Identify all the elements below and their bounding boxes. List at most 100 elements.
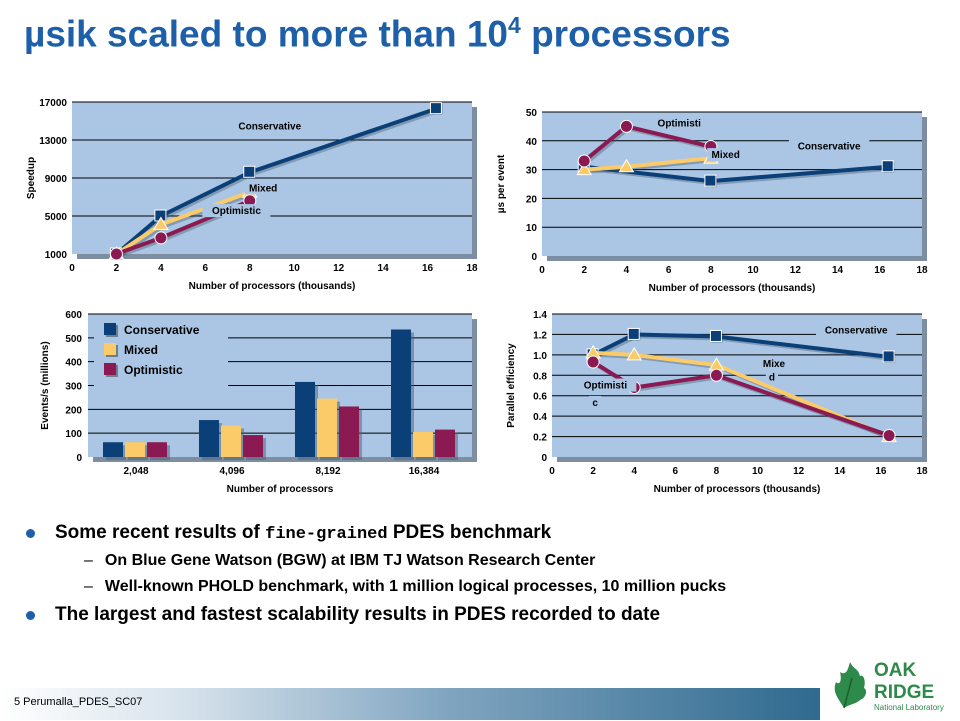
sub-bullet-item: – On Blue Gene Watson (BGW) at IBM TJ Wat… xyxy=(84,552,942,570)
y-tick-label: 50 xyxy=(526,108,538,119)
legend-label: Conservative xyxy=(124,323,200,337)
series-label: Conservative xyxy=(238,122,301,133)
y-tick-label: 40 xyxy=(526,137,538,148)
x-tick-label: 4 xyxy=(158,263,164,274)
footer-text: 5 Perumalla_PDES_SC07 xyxy=(14,696,143,708)
x-tick-label: 0 xyxy=(539,265,545,276)
data-point xyxy=(577,154,591,168)
x-tick-label: 8,192 xyxy=(315,466,340,477)
x-tick-label: 10 xyxy=(289,263,301,274)
x-tick-label: 2,048 xyxy=(123,466,148,477)
x-tick-label: 18 xyxy=(916,265,928,276)
label-bg xyxy=(788,139,870,153)
y-tick-label: 200 xyxy=(65,405,82,416)
data-point xyxy=(709,368,723,382)
label-bg xyxy=(202,204,271,218)
parallel-efficiency-chart: 0 0.2 0.4 0.6 0.8 1.0 1.2 1.4 0 2 4 6 8 10 12 14 16 18 Num… xyxy=(506,310,928,495)
x-tick-label: 2 xyxy=(581,265,587,276)
x-tick-label: 6 xyxy=(673,466,679,477)
bullet-text: The largest and fastest scalability resu… xyxy=(55,604,661,625)
y-tick-label: 0.4 xyxy=(533,412,547,423)
sub-bullet-text: Well-known PHOLD benchmark, with 1 milli… xyxy=(104,578,727,595)
data-point xyxy=(153,216,169,231)
y-tick-label: 1.4 xyxy=(533,310,547,321)
label-bg xyxy=(765,370,779,384)
x-tick-label: 14 xyxy=(834,466,846,477)
y-tick-label: 0.6 xyxy=(533,392,547,403)
x-tick-label: 8 xyxy=(708,265,714,276)
series-label: Mixed xyxy=(711,150,739,161)
y-tick-label: 1.2 xyxy=(533,330,547,341)
logo-line2: RIDGE xyxy=(874,682,934,703)
data-point xyxy=(882,429,896,443)
y-tick-label: 0 xyxy=(76,453,82,464)
x-axis-title: Number of processors xyxy=(227,484,334,495)
series-line xyxy=(592,332,890,359)
y-axis-title: Speedup xyxy=(26,157,37,199)
bullet-list: Some recent results of fine-grained PDES… xyxy=(22,522,942,634)
bullet-text-end: PDES benchmark xyxy=(387,522,552,543)
y-tick-label: 0.8 xyxy=(533,371,547,382)
data-point xyxy=(626,346,643,361)
label-bg xyxy=(758,357,790,371)
y-tick-label: 1.0 xyxy=(533,351,547,362)
label-bg xyxy=(589,395,602,409)
data-point xyxy=(709,329,722,342)
bar xyxy=(317,398,337,457)
title-text: µsik scaled to more than 10 xyxy=(24,13,508,55)
x-tick-label: 8 xyxy=(247,263,253,274)
y-tick-label: 9000 xyxy=(45,174,68,185)
y-tick-label: 13000 xyxy=(39,136,67,147)
slide-title: µsik scaled to more than 104 processors xyxy=(24,12,731,55)
title-superscript: 4 xyxy=(508,12,521,38)
y-tick-label: 10 xyxy=(526,223,538,234)
label-bg xyxy=(707,148,745,162)
bar xyxy=(221,425,241,457)
x-tick-label: 12 xyxy=(790,265,802,276)
x-tick-label: 8 xyxy=(714,466,720,477)
x-axis-title: Number of processors (thousands) xyxy=(654,484,821,495)
bullet-emphasis: fine-grained xyxy=(265,525,388,544)
x-tick-label: 10 xyxy=(748,265,760,276)
series-label: c xyxy=(592,398,598,409)
bullet-icon xyxy=(26,528,35,538)
us-per-event-chart: 0 10 20 30 40 50 0 2 4 6 8 10 12 14 16 18 Number of proc… xyxy=(496,108,928,294)
oak-ridge-logo: OAK RIDGE National Laboratory xyxy=(830,652,950,716)
series-label: Optimisti xyxy=(584,381,628,392)
x-tick-label: 2 xyxy=(114,263,120,274)
y-tick-label: 0.2 xyxy=(533,433,547,444)
x-tick-label: 18 xyxy=(466,263,478,274)
series-label: d xyxy=(769,372,775,383)
data-point xyxy=(429,102,442,115)
plot-area xyxy=(542,112,922,256)
series-line xyxy=(115,106,438,256)
data-point xyxy=(881,160,894,173)
data-point xyxy=(618,158,635,173)
data-point xyxy=(882,350,895,363)
data-point xyxy=(704,174,717,187)
events-per-second-chart: 0 100 200 300 400 500 600 2,048 4,096 8,192 16,384… xyxy=(40,310,477,495)
logo-line1: OAK xyxy=(874,660,917,681)
legend-swatch xyxy=(104,363,116,375)
label-bg xyxy=(816,323,897,337)
legend-swatch xyxy=(104,323,116,335)
y-tick-label: 300 xyxy=(65,382,82,393)
y-tick-label: 400 xyxy=(65,358,82,369)
label-bg xyxy=(229,119,310,133)
y-tick-label: 17000 xyxy=(39,98,67,109)
bar xyxy=(199,420,219,457)
x-tick-label: 6 xyxy=(666,265,672,276)
x-tick-label: 6 xyxy=(203,263,209,274)
bar xyxy=(339,406,359,457)
dash-icon: – xyxy=(84,552,93,569)
series-label: Conservative xyxy=(798,141,861,152)
sub-bullet-item: – Well-known PHOLD benchmark, with 1 mill… xyxy=(84,578,942,596)
bar xyxy=(243,435,263,457)
series-label: Mixe xyxy=(763,359,786,370)
speedup-chart: 1000 5000 9000 13000 17000 0 2 4 6 8 10 12 14 16 18 Num… xyxy=(26,98,478,292)
x-tick-label: 2 xyxy=(590,466,596,477)
data-point xyxy=(627,327,640,340)
x-tick-label: 18 xyxy=(916,466,928,477)
x-tick-label: 12 xyxy=(333,263,345,274)
y-axis-title: µs per event xyxy=(496,154,507,213)
